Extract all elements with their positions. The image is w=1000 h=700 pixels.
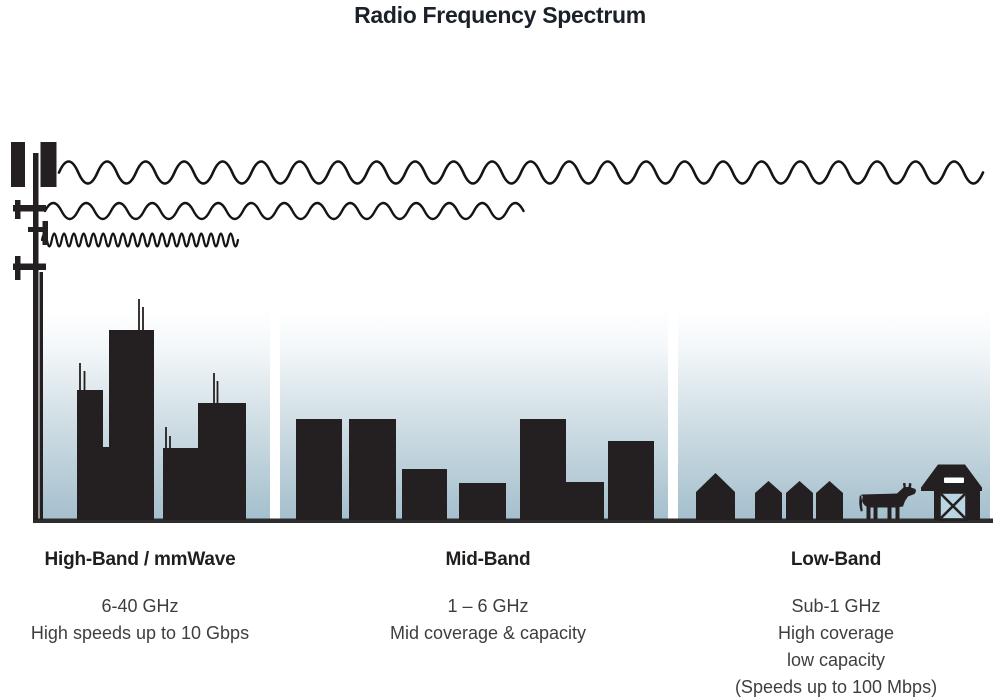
low-band-frequency: Sub-1 GHz	[791, 596, 881, 616]
low-band-description-1: High coverage	[777, 623, 895, 643]
high-band-label: High-Band / mmWave 6-40 GHz High speeds …	[31, 549, 249, 647]
building-icon-0	[296, 419, 342, 520]
mid-band-buildings	[296, 419, 654, 520]
city-skyline	[77, 330, 246, 520]
house-icon-2	[786, 481, 813, 520]
house-icon-1	[755, 481, 782, 520]
diagram-title: Radio Frequency Spectrum	[354, 2, 646, 28]
building-icon-2	[402, 469, 447, 520]
high-band-frequency: 6-40 GHz	[101, 596, 179, 616]
building-icon-5	[566, 482, 604, 520]
barn-icon	[921, 464, 982, 521]
medium-wavelength-wave	[43, 201, 525, 221]
building-icon-6	[608, 441, 654, 520]
house-icon-0	[696, 473, 735, 520]
high-band-city	[77, 299, 246, 520]
building-icon-4	[520, 419, 566, 520]
low-band-heading: Low-Band	[790, 549, 882, 570]
long-wavelength-wave	[57, 160, 985, 185]
building-icon-3	[459, 483, 506, 520]
mid-band-description: Mid coverage & capacity	[389, 623, 587, 643]
low-band-description-2: low capacity	[786, 650, 886, 670]
high-band-description: High speeds up to 10 Gbps	[30, 623, 250, 643]
ground-line	[33, 518, 993, 523]
low-band-houses	[696, 473, 843, 520]
low-band-description-3: (Speeds up to 100 Mbps)	[734, 677, 938, 697]
cow-icon	[859, 483, 916, 520]
ground-line	[33, 518, 993, 523]
mid-band-heading: Mid-Band	[445, 549, 531, 570]
mid-band-frequency: 1 – 6 GHz	[447, 596, 529, 616]
building-icon-1	[349, 419, 396, 520]
low-band-label: Low-Band Sub-1 GHz High coverage low cap…	[735, 549, 937, 700]
cell-tower-icon	[11, 142, 57, 520]
radio-waves	[40, 160, 985, 248]
house-icon-3	[816, 481, 843, 520]
mid-band-label: Mid-Band 1 – 6 GHz Mid coverage & capaci…	[390, 549, 586, 647]
short-wavelength-wave	[40, 232, 240, 248]
high-band-heading: High-Band / mmWave	[44, 549, 236, 570]
